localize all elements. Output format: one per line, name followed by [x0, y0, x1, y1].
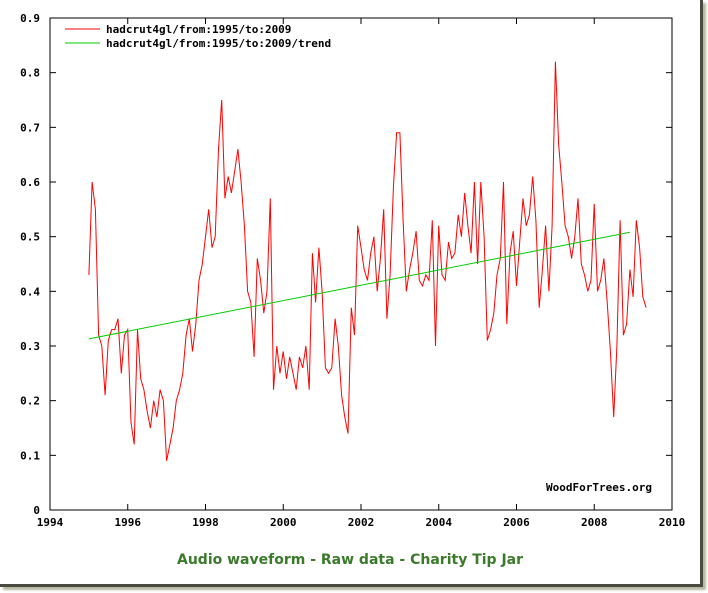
- x-tick-label: 1996: [115, 516, 142, 529]
- caption-links: Audio waveform - Raw data - Charity Tip …: [0, 552, 700, 568]
- series-line-raw: [88, 61, 647, 461]
- x-tick-label: 2006: [503, 516, 530, 529]
- legend-label-trend: hadcrut4gl/from:1995/to:2009/trend: [106, 37, 331, 50]
- x-tick-label: 2004: [426, 516, 453, 529]
- x-tick-label: 2010: [659, 516, 686, 529]
- y-tick-label: 0.7: [20, 121, 40, 134]
- caption-separator: -: [394, 552, 411, 568]
- y-tick-label: 0.3: [20, 340, 40, 353]
- legend-label-raw: hadcrut4gl/from:1995/to:2009: [106, 23, 291, 36]
- y-tick-label: 0.8: [20, 67, 40, 80]
- legend: hadcrut4gl/from:1995/to:2009 hadcrut4gl/…: [65, 23, 331, 50]
- x-tick-label: 1994: [37, 516, 64, 529]
- raw-data-link[interactable]: Raw data: [320, 552, 395, 568]
- series-layer: [88, 61, 647, 461]
- y-tick-label: 0: [33, 504, 40, 517]
- y-tick-label: 0.2: [20, 395, 40, 408]
- series-line-trend: [88, 231, 630, 340]
- y-tick-label: 0.6: [20, 176, 40, 189]
- axes: 1994 1996 1998 2000 2002 2004 2006 2008 2010 0 0.1…: [20, 12, 685, 529]
- y-tick-label: 0.5: [20, 231, 40, 244]
- y-tick-label: 0.4: [20, 285, 40, 298]
- watermark: WoodForTrees.org: [546, 481, 652, 494]
- x-tick-label: 1998: [192, 516, 219, 529]
- audio-waveform-link[interactable]: Audio waveform: [177, 552, 306, 568]
- caption-separator: -: [305, 552, 321, 568]
- y-tick-label: 0.1: [20, 449, 40, 462]
- plot-border: [49, 17, 673, 511]
- y-tick-label: 0.9: [20, 12, 40, 25]
- x-tick-label: 2002: [348, 516, 375, 529]
- x-tick-label: 2008: [581, 516, 608, 529]
- x-tick-label: 2000: [270, 516, 297, 529]
- charity-tip-jar-link[interactable]: Charity Tip Jar: [410, 552, 523, 568]
